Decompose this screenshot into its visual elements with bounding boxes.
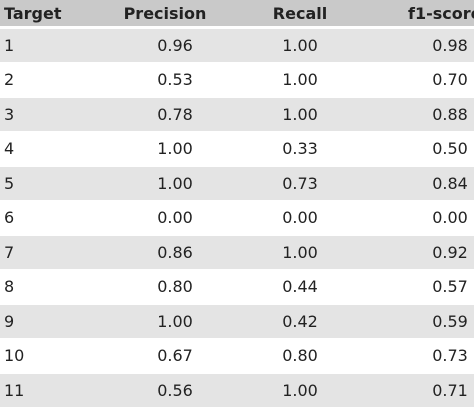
table-cell: 7 (4, 242, 15, 262)
header-cell: Target (4, 3, 62, 23)
table-cell: 1 (4, 35, 15, 55)
header-row: Target Precision Recall f1-score (0, 0, 474, 26)
table-cell: 6 (4, 208, 15, 228)
table-cell: 1.00 (282, 70, 318, 90)
table-cell: 0.80 (282, 346, 318, 366)
table-cell: 1.00 (282, 35, 318, 55)
table-cell: 0.73 (432, 346, 468, 366)
table-cell: 1.00 (157, 311, 193, 331)
table-cell: 5 (4, 173, 15, 193)
table-cell: 0.78 (157, 104, 193, 124)
table-cell: 1.00 (157, 173, 193, 193)
table-cell: 0.86 (157, 242, 193, 262)
table-cell: 11 (4, 380, 25, 400)
header-cell: Precision (123, 3, 207, 23)
table-cell: 0.53 (157, 70, 193, 90)
table-row: 7 0.86 1.00 0.92 (0, 236, 474, 269)
header-cell: f1-score (408, 3, 474, 23)
table-cell: 0.84 (432, 173, 468, 193)
table-cell: 0.73 (282, 173, 318, 193)
table-cell: 0.92 (432, 242, 468, 262)
table-cell: 0.42 (282, 311, 318, 331)
table-cell: 1.00 (282, 104, 318, 124)
table-row: 9 1.00 0.42 0.59 (0, 305, 474, 338)
table-row: 6 0.00 0.00 0.00 (0, 202, 474, 235)
table-cell: 0.88 (432, 104, 468, 124)
table-cell: 0.56 (157, 380, 193, 400)
table-cell: 0.98 (432, 35, 468, 55)
table-cell: 0.70 (432, 70, 468, 90)
table-cell: 8 (4, 277, 15, 297)
table-cell: 0.59 (432, 311, 468, 331)
table-row: 5 1.00 0.73 0.84 (0, 167, 474, 200)
table-row: 8 0.80 0.44 0.57 (0, 271, 474, 304)
table-cell: 0.44 (282, 277, 318, 297)
table-cell: 0.00 (157, 208, 193, 228)
table-cell: 0.57 (432, 277, 468, 297)
table-cell: 9 (4, 311, 15, 331)
table-row: 4 1.00 0.33 0.50 (0, 133, 474, 166)
table-cell: 4 (4, 139, 15, 159)
header-cell: Recall (272, 3, 328, 23)
table-cell: 1.00 (282, 242, 318, 262)
table-row: 2 0.53 1.00 0.70 (0, 64, 474, 97)
table-cell: 0.00 (282, 208, 318, 228)
table-cell: 0.00 (432, 208, 468, 228)
table-cell: 3 (4, 104, 15, 124)
table-cell: 1.00 (157, 139, 193, 159)
table-cell: 0.96 (157, 35, 193, 55)
table-cell: 1.00 (282, 380, 318, 400)
table-row: 10 0.67 0.80 0.73 (0, 340, 474, 373)
table-row: 11 0.56 1.00 0.71 (0, 374, 474, 407)
table-cell: 10 (4, 346, 25, 366)
table-cell: 2 (4, 70, 15, 90)
table-cell: 0.50 (432, 139, 468, 159)
table-row: 3 0.78 1.00 0.88 (0, 98, 474, 131)
table-cell: 0.33 (282, 139, 318, 159)
table-cell: 0.67 (157, 346, 193, 366)
table-cell: 0.71 (432, 380, 468, 400)
table-row: 1 0.96 1.00 0.98 (0, 29, 474, 62)
table-cell: 0.80 (157, 277, 193, 297)
